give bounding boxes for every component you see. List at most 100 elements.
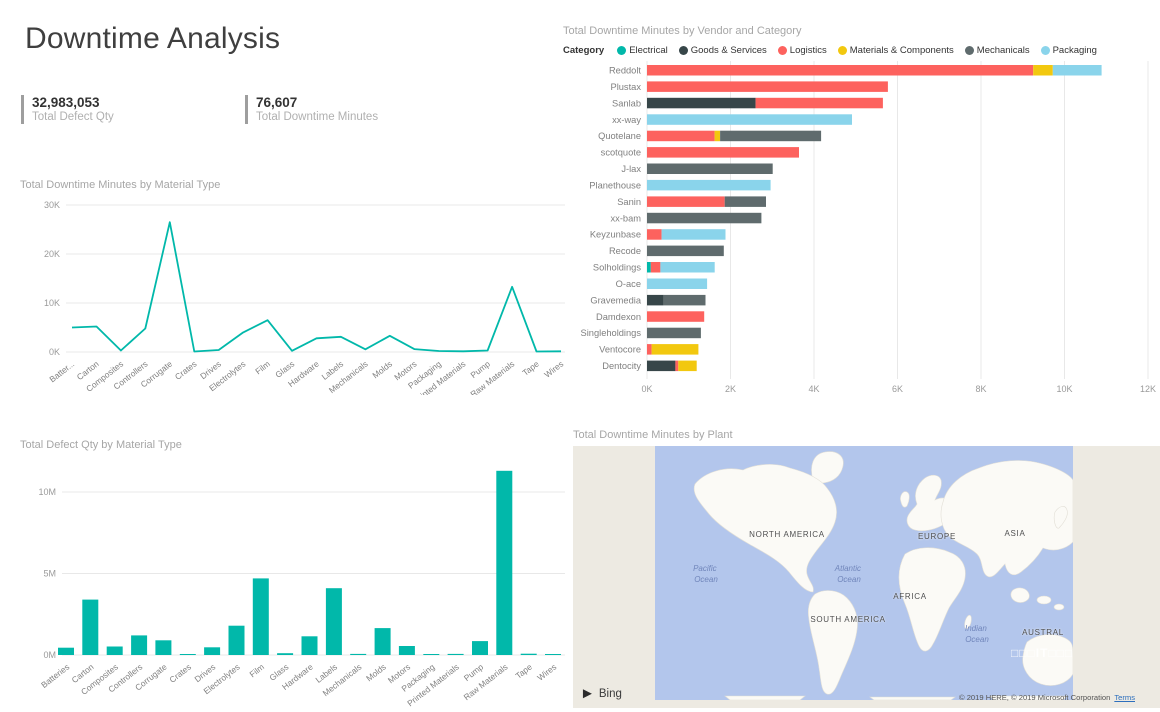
bar-segment-plustax-logistics[interactable] [647, 81, 888, 92]
vendor-label-plustax[interactable]: Plustax [611, 82, 642, 92]
vendor-label-gravemedia[interactable]: Gravemedia [590, 295, 641, 305]
legend-item-packaging[interactable]: Packaging [1040, 45, 1097, 56]
bar-motors[interactable] [398, 646, 415, 655]
vendor-label-singleholdings[interactable]: Singleholdings [581, 328, 642, 338]
bar-hardware[interactable] [301, 636, 318, 655]
bar-segment-planethouse-packaging[interactable] [647, 179, 771, 191]
bar-segment-dentocity-logistics[interactable] [675, 360, 679, 372]
bar-tape[interactable] [520, 653, 537, 655]
land-madagascar [964, 614, 972, 630]
bar-chart[interactable]: 0M5M10MBatteriesCartonCompositesControll… [20, 455, 568, 708]
bar-segment-quotelane-logistics[interactable] [647, 130, 715, 142]
vendor-label-dentocity[interactable]: Dentocity [602, 361, 641, 371]
bar-composites[interactable] [106, 646, 123, 656]
vendor-label-sanin[interactable]: Sanin [617, 197, 641, 207]
bar-segment-solholdings-packaging[interactable] [660, 262, 715, 273]
bar-electrolytes[interactable] [228, 625, 245, 655]
bar-segment-singleholdings-mechanicals[interactable] [647, 327, 701, 339]
bar-packaging[interactable] [423, 654, 440, 655]
bar-segment-o-ace-packaging[interactable] [647, 278, 708, 290]
vendor-label-sanlab[interactable]: Sanlab [612, 98, 641, 108]
bar-segment-sanin-logistics[interactable] [647, 196, 725, 207]
bar-segment-xx-bam-mechanicals[interactable] [647, 212, 762, 224]
vendor-label-solholdings[interactable]: Solholdings [593, 263, 641, 273]
vendor-label-keyzunbase[interactable]: Keyzunbase [590, 230, 641, 240]
bar-segment-keyzunbase-packaging[interactable] [661, 229, 726, 240]
bar-controllers[interactable] [131, 635, 148, 655]
bar-drives[interactable] [204, 647, 221, 655]
kpi-label: Total Defect Qty [32, 111, 114, 123]
line-series-downtime[interactable] [71, 221, 562, 353]
legend-item-electrical[interactable]: Electrical [617, 45, 668, 56]
map-canvas[interactable]: NORTH AMERICA EUROPE ASIA AFRICA SOUTH A… [573, 446, 1160, 708]
vendor-label-xx-bam[interactable]: xx-bam [611, 213, 642, 223]
land-africa [898, 547, 966, 652]
bar-segment-dentocity-materials-components[interactable] [678, 360, 697, 372]
vendor-label-scotquote[interactable]: scotquote [601, 148, 641, 158]
bar-segment-gravemedia-goods-services[interactable] [647, 294, 664, 306]
bar-raw-materials[interactable] [496, 470, 513, 655]
bar-segment-scotquote-logistics[interactable] [647, 147, 799, 158]
bar-segment-reddolt-logistics[interactable] [647, 65, 1034, 76]
bar-segment-gravemedia-mechanicals[interactable] [663, 294, 706, 306]
vendor-label-ventocore[interactable]: Ventocore [599, 345, 641, 355]
bar-batteries[interactable] [58, 647, 74, 655]
bar-printed-materials[interactable] [447, 653, 464, 655]
map-tile[interactable]: NORTH AMERICA EUROPE ASIA AFRICA SOUTH A… [655, 446, 1074, 701]
bar-molds[interactable] [374, 628, 391, 655]
stacked-bar-chart[interactable]: 0K 2K 4K 6K 8K 10K 12K Reddolt Plustax Sanlab xx-w… [563, 61, 1157, 401]
bar-segment-damdexon-logistics[interactable] [647, 311, 705, 322]
bar-segment-quotelane-mechanicals[interactable] [720, 130, 822, 142]
bar-segment-sanin-mechanicals[interactable] [724, 196, 766, 207]
vendor-label-quotelane[interactable]: Quotelane [598, 131, 641, 141]
bar-segment-keyzunbase-logistics[interactable] [647, 229, 662, 240]
legend-dot [777, 45, 787, 55]
bar-segment-reddolt-materials-components[interactable] [1033, 65, 1053, 76]
panel-title: Total Downtime Minutes by Material Type [20, 179, 221, 191]
legend-item-mechanicals[interactable]: Mechanicals [964, 45, 1030, 56]
bar-crates[interactable] [179, 654, 196, 655]
x-axis-tick: 4K [808, 384, 819, 394]
bar-segment-sanlab-goods-services[interactable] [647, 97, 756, 109]
vendor-label-planethouse[interactable]: Planethouse [589, 180, 641, 190]
bing-logo[interactable]: ► Bing [580, 686, 622, 701]
bar-corrugate[interactable] [155, 640, 172, 655]
legend-item-logistics[interactable]: Logistics [777, 45, 827, 56]
bar-segment-dentocity-goods-services[interactable] [647, 360, 676, 372]
vendor-label-recode[interactable]: Recode [609, 246, 641, 256]
legend-item-goods-services[interactable]: Goods & Services [678, 45, 767, 56]
vendor-label-reddolt[interactable]: Reddolt [609, 66, 641, 76]
bar-segment-sanlab-logistics[interactable] [755, 97, 883, 109]
line-chart[interactable]: 0K10K20K30KBatter...CartonCompositesCont… [20, 195, 568, 405]
bar-segment-ventocore-logistics[interactable] [647, 344, 652, 355]
bar-wires[interactable] [545, 654, 561, 655]
bar-segment-reddolt-packaging[interactable] [1052, 65, 1102, 76]
bar-segment-j-lax-mechanicals[interactable] [647, 163, 773, 175]
kpi-total-downtime-minutes: 76,607 Total Downtime Minutes [245, 95, 378, 124]
bar-pump[interactable] [472, 641, 488, 655]
bar-segment-xx-way-packaging[interactable] [647, 114, 852, 125]
bar-film[interactable] [252, 578, 269, 655]
bar-segment-quotelane-materials-components[interactable] [714, 130, 720, 142]
bar-segment-solholdings-logistics[interactable] [650, 262, 661, 273]
bar-carton[interactable] [82, 599, 99, 655]
vendor-label-damdexon[interactable]: Damdexon [596, 312, 641, 322]
legend-item-materials-components[interactable]: Materials & Components [837, 45, 954, 56]
bar-glass[interactable] [277, 653, 294, 655]
bar-segment-recode-mechanicals[interactable] [647, 245, 724, 257]
bar-segment-solholdings-electrical[interactable] [647, 262, 651, 273]
y-axis-tick: 10K [44, 298, 60, 308]
panel-defect-qty-by-material-type: Total Defect Qty by Material Type 0M 5M 10… [20, 438, 568, 710]
vendor-label-o-ace[interactable]: O-ace [616, 279, 641, 289]
terms-link[interactable]: Terms [1114, 693, 1135, 702]
vendor-label-xx-way[interactable]: xx-way [612, 115, 641, 125]
vendor-label-j-lax[interactable]: J-lax [621, 164, 641, 174]
bar-labels[interactable] [325, 588, 342, 655]
bar-mechanicals[interactable] [350, 653, 367, 655]
x-axis-tick: Batter... [47, 359, 76, 385]
bar-segment-ventocore-materials-components[interactable] [651, 344, 699, 355]
panel-downtime-by-vendor-and-category: Total Downtime Minutes by Vendor and Cat… [563, 20, 1157, 410]
land-australia [1022, 634, 1074, 686]
x-axis-tick: 0K [641, 384, 652, 394]
legend-title: Category [563, 44, 605, 56]
